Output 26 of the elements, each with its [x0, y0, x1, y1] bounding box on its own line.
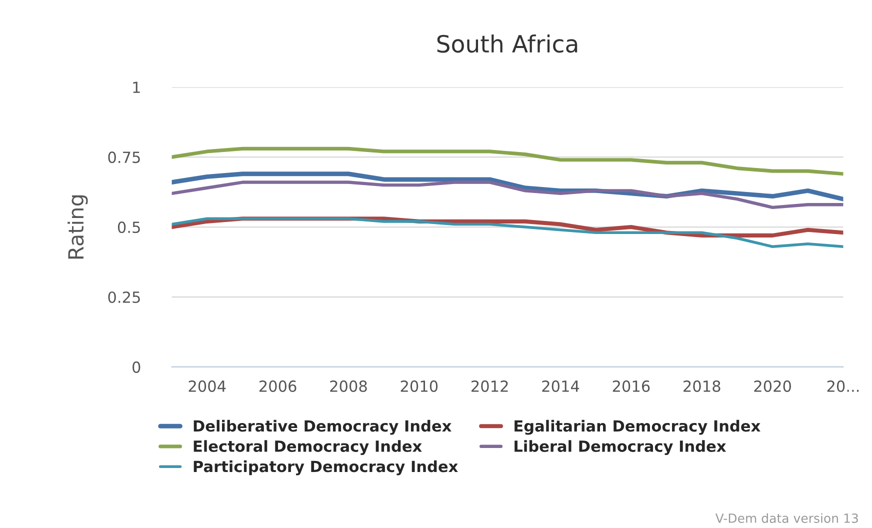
x-tick-label: 2010: [400, 380, 438, 392]
line-series: [172, 180, 844, 210]
x-tick-label: 2008: [330, 380, 367, 392]
legend-label: Deliberative Democracy Index: [194, 420, 452, 435]
x-tick-label: 2014: [542, 380, 580, 392]
x-tick-label: 2012: [472, 380, 508, 392]
x-tick-label: 20...: [827, 380, 859, 392]
legend-label: Egalitarian Democracy Index: [514, 420, 760, 435]
x-tick-label: 2004: [188, 380, 226, 392]
legend-label: Participatory Democracy Index: [194, 460, 458, 476]
y-tick-label: 0.5: [118, 222, 140, 234]
x-tick-label: 2006: [259, 380, 296, 392]
y-tick-label: 1: [133, 82, 140, 93]
line-series: [172, 146, 844, 176]
x-tick-label: 2020: [754, 380, 791, 392]
line-series: [172, 217, 844, 248]
legend-label: Electoral Democracy Index: [194, 440, 422, 456]
y-tick-label: 0: [132, 361, 140, 373]
x-tick-label: 2016: [612, 380, 650, 392]
legend-label: Liberal Democracy Index: [514, 440, 726, 456]
chart-title: South Africa: [437, 34, 578, 53]
y-tick-label: 0.25: [108, 291, 140, 304]
x-tick-label: 2018: [684, 380, 720, 392]
text: V-Dem data version 13: [715, 513, 858, 523]
y-axis-title: Rating: [68, 195, 88, 259]
y-tick-label: 0.75: [108, 152, 140, 164]
